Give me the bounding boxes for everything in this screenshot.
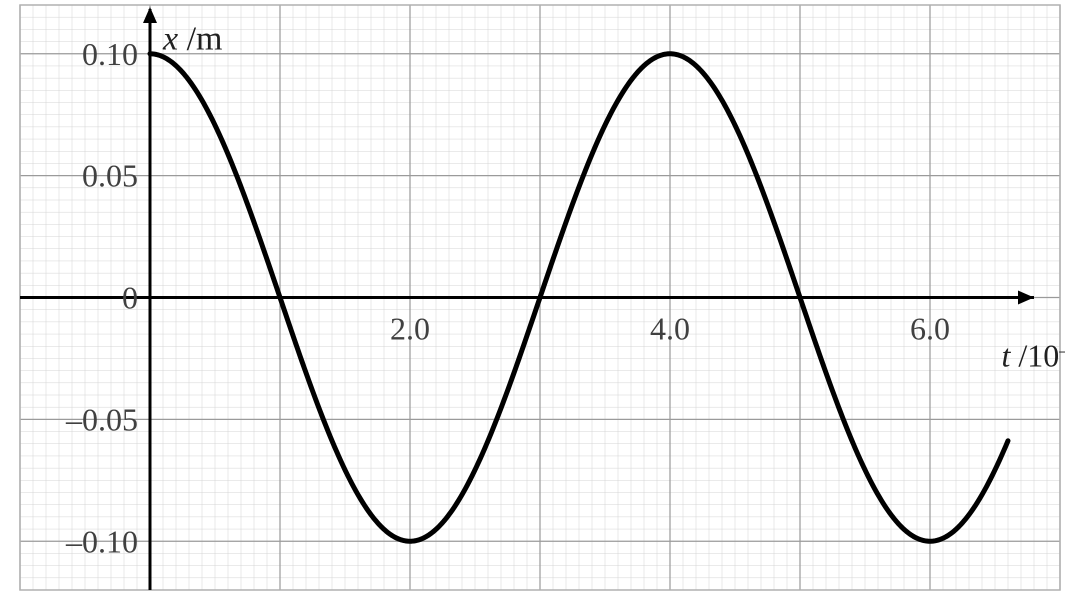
x-axis-label: t /10–2 s xyxy=(1002,337,1065,373)
x-tick-label: 6.0 xyxy=(910,311,950,347)
y-tick-label: 0.10 xyxy=(82,36,138,72)
x-tick-label: 4.0 xyxy=(650,311,690,347)
x-tick-label: 2.0 xyxy=(390,311,430,347)
y-tick-label: –0.10 xyxy=(65,523,138,559)
y-axis-label: x /m xyxy=(162,21,223,58)
y-tick-label: –0.05 xyxy=(65,401,138,437)
chart-svg: 0.10 0.05 0 –0.05 –0.10 2.0 4.0 6.0 x /m t /10–2 … xyxy=(0,0,1065,595)
displacement-time-chart: 0.10 0.05 0 –0.05 –0.10 2.0 4.0 6.0 x /m t /10–2 … xyxy=(0,0,1065,595)
y-tick-label: 0 xyxy=(122,280,138,316)
y-tick-label: 0.05 xyxy=(82,158,138,194)
